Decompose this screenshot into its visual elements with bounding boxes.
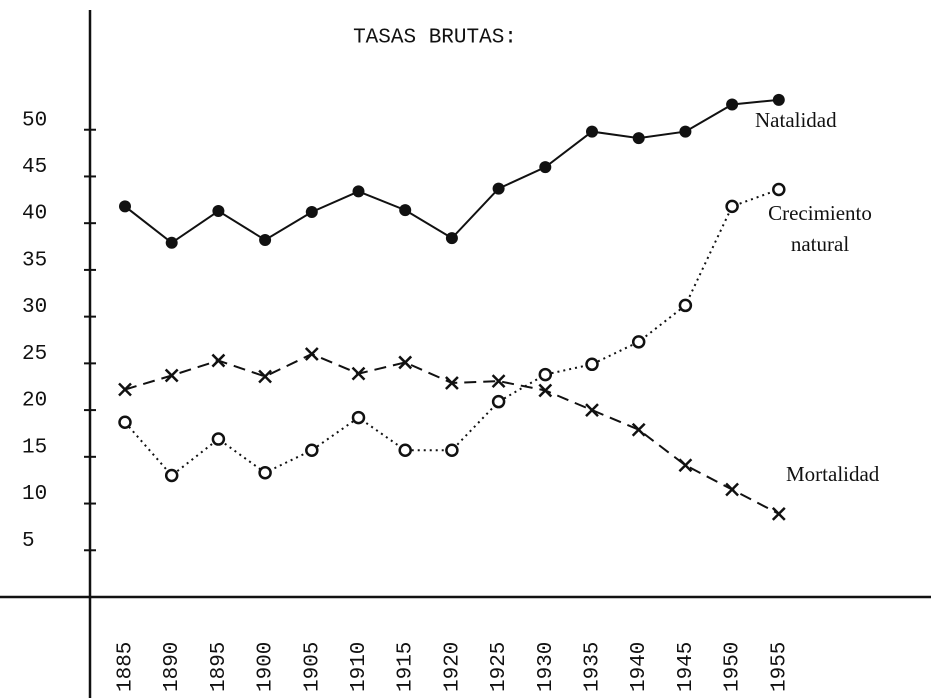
- point: [491, 394, 506, 409]
- point-stroke: [585, 403, 599, 417]
- point-stroke: [725, 482, 739, 497]
- point: [212, 205, 225, 218]
- series-label-box: Crecimiento natural: [768, 201, 872, 256]
- point: [445, 443, 459, 458]
- point: [398, 443, 412, 458]
- point: [772, 93, 785, 106]
- point: [631, 422, 646, 437]
- point-stroke: [118, 382, 132, 397]
- y-tick-label: 40: [22, 203, 47, 226]
- y-tick-label: 5: [22, 530, 35, 553]
- series-line: [124, 352, 780, 515]
- y-tick-label: 35: [22, 249, 47, 272]
- point: [351, 366, 366, 381]
- point: [352, 185, 365, 198]
- x-tick-label: 1920: [441, 642, 464, 692]
- x-tick-label: 1935: [582, 642, 605, 692]
- point: [258, 369, 272, 384]
- point: [351, 410, 366, 425]
- series-line: [124, 188, 780, 477]
- point: [118, 382, 132, 397]
- y-tick-label: 15: [22, 436, 47, 459]
- chart-title: TASAS BRUTAS:: [353, 27, 517, 50]
- x-tick-label: 1890: [161, 642, 184, 692]
- point: [726, 98, 739, 111]
- point: [304, 347, 319, 361]
- y-tick-label: 45: [22, 156, 47, 179]
- point: [491, 374, 506, 389]
- y-tick-label: 10: [22, 483, 47, 506]
- y-tick-label: 20: [22, 390, 47, 413]
- point: [725, 482, 739, 497]
- x-tick-label: 1910: [348, 642, 371, 692]
- point: [678, 298, 693, 313]
- point-stroke: [398, 355, 413, 370]
- series-label: Crecimiento natural: [768, 201, 872, 256]
- point: [211, 432, 226, 446]
- series-line: [124, 98, 779, 245]
- x-tick-label: 1895: [208, 642, 231, 692]
- x-tick-label: 1885: [115, 642, 138, 692]
- point: [679, 125, 692, 138]
- point: [585, 357, 599, 372]
- x-tick-label: 1905: [301, 642, 324, 692]
- x-tick-label: 1955: [768, 642, 791, 692]
- point: [445, 376, 459, 390]
- point-stroke: [164, 368, 179, 383]
- series-label: Mortalidad: [786, 462, 880, 486]
- series-label: Natalidad: [755, 108, 837, 132]
- point: [678, 458, 693, 473]
- point: [399, 204, 412, 217]
- y-tick-label: 50: [22, 109, 47, 132]
- point: [771, 506, 786, 521]
- point-stroke: [631, 422, 646, 437]
- point: [539, 161, 552, 174]
- x-tick-label: 1925: [488, 642, 511, 692]
- point-stroke: [304, 347, 319, 361]
- point: [305, 205, 318, 218]
- point: [445, 232, 458, 245]
- point-stroke: [678, 458, 693, 473]
- point: [492, 182, 505, 195]
- point-stroke: [351, 366, 366, 381]
- point: [631, 335, 646, 349]
- point: [586, 125, 598, 138]
- point-stroke: [211, 353, 226, 368]
- point: [772, 182, 786, 197]
- point: [398, 355, 413, 370]
- point: [118, 415, 132, 429]
- point-stroke: [538, 383, 553, 398]
- point-stroke: [771, 506, 786, 521]
- x-tick-label: 1945: [675, 642, 698, 692]
- point-stroke: [491, 374, 506, 389]
- y-tick-label: 30: [22, 296, 47, 319]
- point: [259, 234, 272, 247]
- point-stroke: [258, 369, 272, 384]
- point: [725, 199, 739, 214]
- point: [305, 443, 319, 458]
- x-tick-label: 1950: [722, 642, 745, 692]
- point: [164, 368, 179, 383]
- x-tick-label: 1900: [255, 642, 278, 692]
- point: [538, 383, 553, 398]
- point: [119, 200, 131, 213]
- point: [258, 465, 272, 480]
- point: [585, 403, 599, 417]
- point-stroke: [445, 376, 459, 390]
- y-tick-label: 25: [22, 343, 47, 366]
- point: [165, 236, 178, 249]
- x-tick-label: 1940: [628, 642, 651, 692]
- x-tick-label: 1930: [535, 642, 558, 692]
- x-tick-label: 1915: [395, 642, 418, 692]
- point: [211, 353, 226, 368]
- point: [538, 367, 553, 382]
- point: [164, 468, 179, 483]
- point: [632, 132, 645, 145]
